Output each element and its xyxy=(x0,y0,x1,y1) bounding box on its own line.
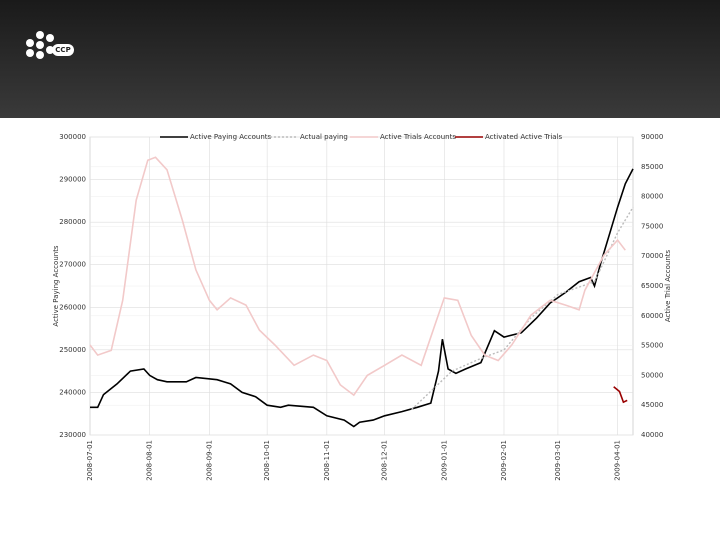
series-line xyxy=(613,386,628,404)
x-tick-label: 2008-12-01 xyxy=(381,440,389,481)
y-tick-label: 290000 xyxy=(59,176,86,184)
y2-tick-label: 45000 xyxy=(641,401,663,409)
y2-tick-label: 75000 xyxy=(641,222,663,230)
y2-tick-label: 85000 xyxy=(641,163,663,171)
y-tick-label: 240000 xyxy=(59,388,86,396)
y2-tick-label: 90000 xyxy=(641,133,663,141)
y-tick-label: 260000 xyxy=(59,303,86,311)
y2-axis-label: Active Trial Accounts xyxy=(664,249,672,322)
x-tick-label: 2008-07-01 xyxy=(86,440,94,481)
series-line xyxy=(90,168,634,428)
x-tick-label: 2008-11-01 xyxy=(323,440,331,481)
y-tick-label: 280000 xyxy=(59,218,86,226)
y2-tick-label: 40000 xyxy=(641,431,663,439)
legend-label: Active Trials Accounts xyxy=(380,133,456,141)
legend-label: Activated Active Trials xyxy=(485,133,563,141)
logo-text: CCP xyxy=(55,46,70,54)
header-band xyxy=(0,0,720,118)
x-tick-label: 2009-04-01 xyxy=(614,440,622,481)
y2-tick-label: 55000 xyxy=(641,342,663,350)
x-tick-label: 2009-01-01 xyxy=(440,440,448,481)
series-line xyxy=(411,206,634,411)
y2-tick-label: 50000 xyxy=(641,371,663,379)
x-tick-label: 2009-03-01 xyxy=(554,440,562,481)
y2-tick-label: 65000 xyxy=(641,282,663,290)
x-tick-label: 2008-09-01 xyxy=(205,440,213,481)
chart: 230000 240000 250000 260000 270000 280000 2900… xyxy=(59,133,663,481)
y-tick-label: 230000 xyxy=(59,431,86,439)
y-axis-label: Active Paying Accounts xyxy=(52,245,60,327)
y-tick-label: 270000 xyxy=(59,261,86,269)
y-tick-label: 300000 xyxy=(59,133,86,141)
legend-label: Active Paying Accounts xyxy=(190,133,272,141)
y2-tick-label: 60000 xyxy=(641,312,663,320)
x-tick-label: 2008-08-01 xyxy=(146,440,154,481)
x-tick-label: 2008-10-01 xyxy=(263,440,271,481)
series-line xyxy=(89,156,626,397)
legend-label: Actual paying xyxy=(300,133,348,141)
x-tick-label: 2009-02-01 xyxy=(500,440,508,481)
logo xyxy=(26,31,74,59)
y2-tick-label: 70000 xyxy=(641,252,663,260)
y-tick-label: 250000 xyxy=(59,346,86,354)
y2-tick-label: 80000 xyxy=(641,193,663,201)
